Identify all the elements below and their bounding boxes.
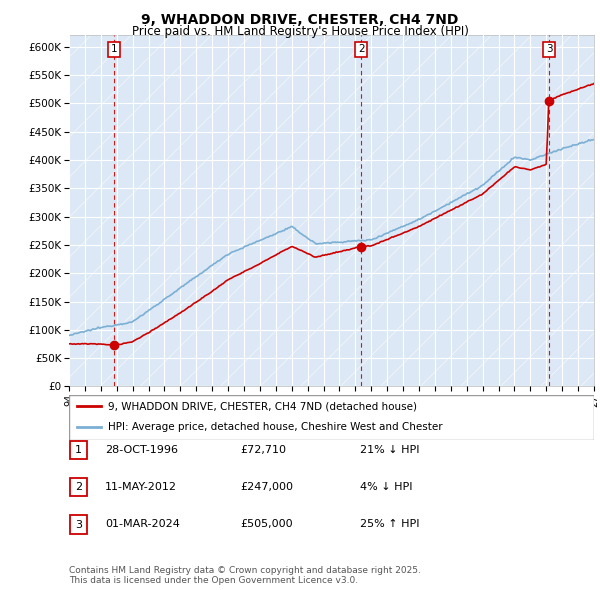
Text: 25% ↑ HPI: 25% ↑ HPI (360, 519, 419, 529)
Text: HPI: Average price, detached house, Cheshire West and Chester: HPI: Average price, detached house, Ches… (109, 422, 443, 432)
Text: 11-MAY-2012: 11-MAY-2012 (105, 482, 177, 491)
Text: 2: 2 (358, 44, 365, 54)
Text: 2: 2 (75, 483, 82, 492)
Text: 3: 3 (545, 44, 552, 54)
Text: 01-MAR-2024: 01-MAR-2024 (105, 519, 180, 529)
Text: 28-OCT-1996: 28-OCT-1996 (105, 445, 178, 454)
Text: 3: 3 (75, 520, 82, 529)
Text: 9, WHADDON DRIVE, CHESTER, CH4 7ND: 9, WHADDON DRIVE, CHESTER, CH4 7ND (142, 13, 458, 27)
Text: £247,000: £247,000 (240, 482, 293, 491)
Text: 9, WHADDON DRIVE, CHESTER, CH4 7ND (detached house): 9, WHADDON DRIVE, CHESTER, CH4 7ND (deta… (109, 401, 418, 411)
Text: 1: 1 (75, 445, 82, 455)
Text: Price paid vs. HM Land Registry's House Price Index (HPI): Price paid vs. HM Land Registry's House … (131, 25, 469, 38)
Text: £505,000: £505,000 (240, 519, 293, 529)
Text: 21% ↓ HPI: 21% ↓ HPI (360, 445, 419, 454)
Text: 1: 1 (111, 44, 118, 54)
Text: £72,710: £72,710 (240, 445, 286, 454)
Text: Contains HM Land Registry data © Crown copyright and database right 2025.
This d: Contains HM Land Registry data © Crown c… (69, 566, 421, 585)
Text: 4% ↓ HPI: 4% ↓ HPI (360, 482, 413, 491)
